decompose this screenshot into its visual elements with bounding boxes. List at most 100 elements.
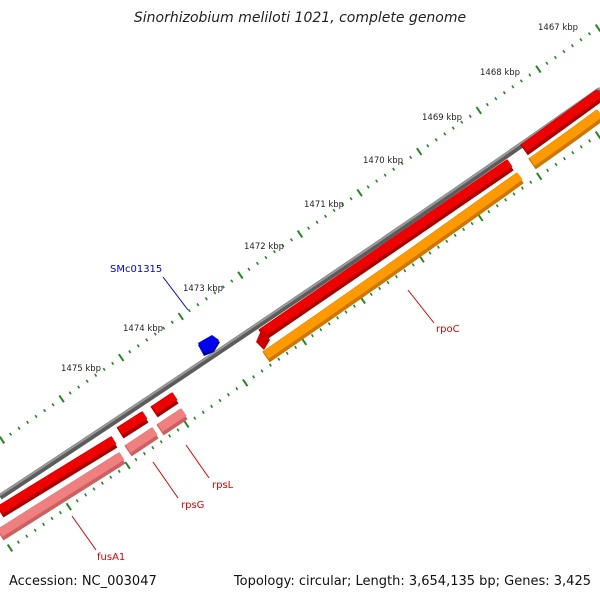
minor-tick-mark xyxy=(378,286,382,291)
minor-tick-mark xyxy=(168,434,172,438)
minor-tick-mark xyxy=(294,345,298,350)
gene-label-fusA1[interactable]: fusA1 xyxy=(97,552,125,563)
minor-tick-mark xyxy=(310,333,314,338)
minor-tick-mark xyxy=(319,327,323,332)
major-tick-mark xyxy=(536,172,543,181)
gene-rpoC-transcript-2[interactable] xyxy=(528,109,600,170)
gene-rpsL-transcript[interactable] xyxy=(156,408,188,436)
tick-label-1475: 1475 kbp xyxy=(61,364,101,374)
minor-tick-mark xyxy=(485,102,489,107)
minor-tick-mark xyxy=(136,344,140,348)
gene-label-rpoC[interactable]: rpoC xyxy=(436,324,460,335)
minor-tick-mark xyxy=(134,457,138,462)
minor-tick-mark xyxy=(468,114,472,118)
minor-tick-mark xyxy=(579,145,583,149)
gene-label-rpsL[interactable]: rpsL xyxy=(212,480,234,491)
minor-tick-mark xyxy=(153,332,157,336)
minor-tick-mark xyxy=(352,304,356,308)
minor-tick-mark xyxy=(403,268,407,273)
gene-label-rpsG[interactable]: rpsG xyxy=(181,500,204,511)
minor-tick-mark xyxy=(210,404,214,409)
minor-tick-mark xyxy=(495,204,499,208)
gene-label-SMc01315[interactable]: SMc01315 xyxy=(110,264,162,275)
minor-tick-mark xyxy=(34,414,38,419)
minor-tick-mark xyxy=(201,410,205,415)
minor-tick-mark xyxy=(85,379,89,383)
minor-tick-mark xyxy=(193,416,197,420)
minor-tick-mark xyxy=(445,239,449,243)
tick-label-1472: 1472 kbp xyxy=(244,242,284,252)
minor-tick-mark xyxy=(111,361,115,366)
minor-tick-mark xyxy=(494,96,498,101)
major-tick-mark xyxy=(535,65,542,74)
minor-tick-mark xyxy=(470,221,474,226)
minor-tick-mark xyxy=(546,168,550,173)
minor-tick-mark xyxy=(588,139,592,143)
minor-tick-mark xyxy=(25,534,29,538)
minor-tick-mark xyxy=(344,310,348,314)
inner-tick-track xyxy=(6,131,600,552)
minor-tick-mark xyxy=(145,338,149,342)
minor-tick-mark xyxy=(142,451,146,456)
minor-tick-mark xyxy=(272,249,276,254)
major-tick-mark xyxy=(475,106,482,115)
major-tick-mark xyxy=(237,271,244,280)
minor-tick-mark xyxy=(26,420,30,425)
minor-tick-mark xyxy=(349,196,353,201)
minor-tick-mark xyxy=(554,162,558,167)
minor-tick-mark xyxy=(162,326,166,330)
minor-tick-mark xyxy=(75,499,79,503)
gene-fusA1-transcript[interactable] xyxy=(0,452,126,541)
minor-tick-mark xyxy=(247,267,251,272)
minor-tick-mark xyxy=(434,138,438,142)
genome-backbone xyxy=(0,87,600,500)
minor-tick-mark xyxy=(570,43,574,48)
minor-tick-mark xyxy=(369,292,373,297)
tick-label-1473: 1473 kbp xyxy=(183,284,223,294)
minor-tick-mark xyxy=(451,126,455,130)
tick-label-1469: 1469 kbp xyxy=(422,113,462,123)
minor-tick-mark xyxy=(512,192,516,196)
tick-label-1467: 1467 kbp xyxy=(538,23,578,33)
accession-text: Accession: NC_003047 xyxy=(9,574,157,589)
minor-tick-mark xyxy=(519,79,523,83)
gene-rpoC-feature[interactable] xyxy=(256,159,514,350)
minor-tick-mark xyxy=(102,367,106,372)
gene-rpsG-feature[interactable] xyxy=(116,411,149,439)
minor-tick-mark xyxy=(204,297,208,301)
minor-tick-mark xyxy=(460,120,464,124)
rpsG-callout xyxy=(152,461,179,499)
minor-tick-mark xyxy=(562,156,566,161)
minor-tick-mark xyxy=(553,55,557,60)
minor-tick-mark xyxy=(504,198,508,202)
minor-tick-mark xyxy=(58,510,62,515)
minor-tick-mark xyxy=(436,245,440,249)
major-tick-mark xyxy=(594,24,600,32)
minor-tick-mark xyxy=(84,493,88,497)
gene-SMc01315-feature[interactable] xyxy=(198,335,220,356)
gene-fusA1-feature[interactable] xyxy=(0,436,118,518)
minor-tick-mark xyxy=(394,274,398,279)
minor-tick-mark xyxy=(109,475,113,479)
minor-tick-mark xyxy=(411,263,415,267)
minor-tick-mark xyxy=(341,202,345,207)
gene-rpoC-transcript[interactable] xyxy=(262,172,524,363)
minor-tick-mark xyxy=(196,302,200,307)
minor-tick-mark xyxy=(260,369,264,373)
minor-tick-mark xyxy=(277,357,281,361)
genome-summary: Topology: circular; Length: 3,654,135 bp… xyxy=(233,574,591,589)
minor-tick-mark xyxy=(33,528,37,533)
major-tick-mark xyxy=(242,378,249,387)
major-tick-mark xyxy=(124,461,131,470)
minor-tick-mark xyxy=(68,391,72,395)
minor-tick-mark xyxy=(375,179,379,183)
minor-tick-mark xyxy=(43,408,47,413)
gene-rpsL-feature[interactable] xyxy=(150,392,179,418)
minor-tick-mark xyxy=(170,320,174,324)
minor-tick-mark xyxy=(213,291,217,295)
gene-rpoC-feature-2[interactable] xyxy=(520,89,600,156)
gene-rpsG-transcript[interactable] xyxy=(124,427,159,457)
minor-tick-mark xyxy=(264,255,268,260)
tick-label-1474: 1474 kbp xyxy=(123,324,163,334)
